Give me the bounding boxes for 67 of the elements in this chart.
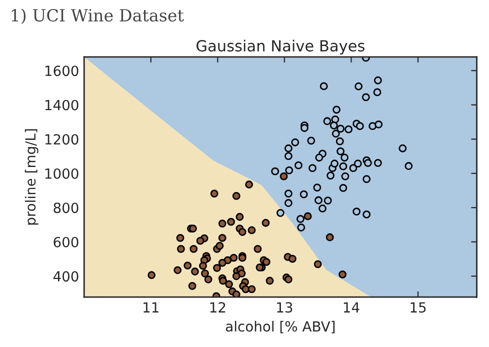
x-tick-label: 12 [210,302,226,312]
x-tick-label: 11 [144,302,158,312]
y-tick-label: 800 [54,202,78,214]
x-tick-label: 15 [410,302,426,313]
y-axis-title: proline [mg/L] [24,129,38,225]
y-tick-label: 400 [53,271,78,282]
point [352,208,361,216]
point [296,214,304,223]
point [404,162,413,170]
point [284,152,292,160]
point [308,164,316,172]
point [320,82,328,90]
point [362,210,371,218]
y-tick-label: 1000 [45,168,78,179]
point [300,124,308,132]
point [356,122,364,130]
point [349,164,358,172]
point [291,138,300,146]
point [340,154,348,162]
point [294,161,302,170]
point [297,224,306,232]
y-tick-label: 1600 [45,66,78,76]
point [336,137,344,146]
point [313,184,322,192]
point [332,130,340,138]
y-tick-label: 1200 [45,134,78,145]
x-tick-label: 13 [277,302,292,313]
point [323,117,332,126]
point [362,175,371,183]
chart-title: Gaussian Naive Bayes [196,40,364,55]
text: 1) UCI Wine Dataset [12,8,184,24]
point [339,162,348,170]
point [318,204,326,212]
point [330,121,338,130]
point [362,93,370,102]
point [315,154,324,162]
point [354,160,362,168]
point [344,125,353,134]
point [373,88,382,96]
x-tick-label: 14 [344,302,360,312]
point [330,160,338,168]
x-axis-title: alcohol [% ABV] [226,320,335,334]
point [324,196,332,205]
y-tick-label: 1400 [45,100,78,110]
point [374,120,383,128]
point [398,144,407,152]
point [332,106,340,114]
y-tick-label: 600 [54,236,78,248]
point [326,172,334,180]
point [354,82,363,90]
point [284,190,292,198]
point [271,167,280,176]
point [339,184,348,192]
point [285,166,294,174]
point [374,76,382,84]
point [336,124,344,133]
point [284,199,292,207]
point [307,136,316,145]
point [284,144,292,152]
point [364,158,372,167]
point [300,190,308,198]
point [341,172,350,180]
point [336,147,344,156]
point [276,208,284,217]
point [368,122,377,130]
point [374,158,382,167]
point [314,196,322,204]
